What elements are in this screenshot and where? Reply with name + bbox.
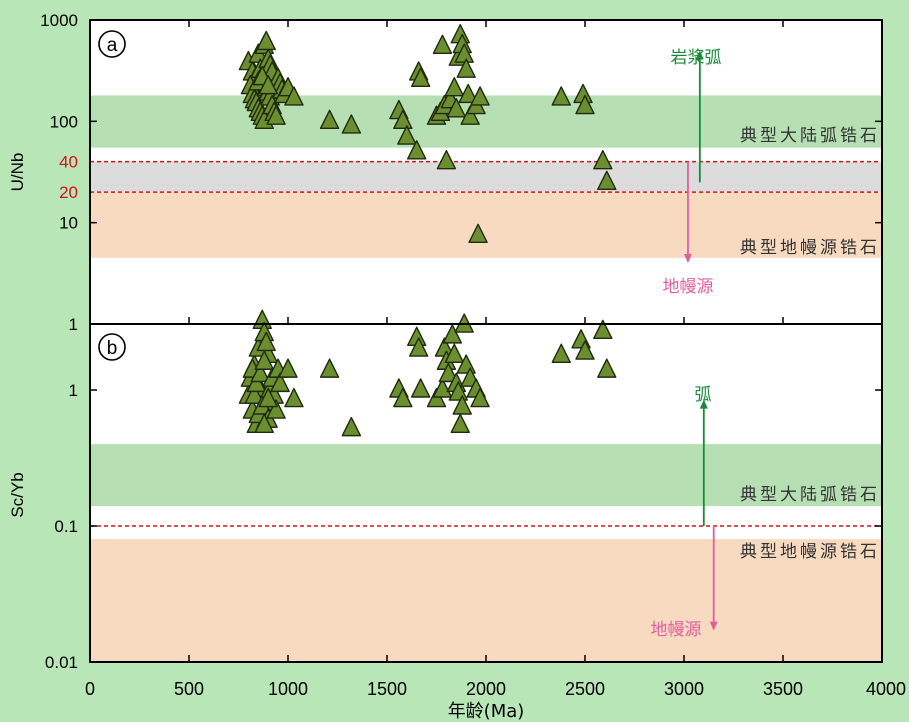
data-point — [244, 384, 265, 404]
data-point — [319, 109, 340, 130]
data-point — [254, 413, 274, 434]
data-point — [319, 358, 340, 378]
data-point — [393, 387, 413, 408]
y-tick-label: 1 — [69, 381, 78, 400]
data-point — [448, 381, 468, 401]
ref-line-label: 20 — [59, 183, 78, 202]
annotation-mantle-zircon: 典型地幔源锆石 — [740, 542, 880, 562]
data-point — [468, 223, 488, 244]
data-point — [284, 86, 304, 106]
x-tick-label: 3000 — [664, 679, 704, 699]
data-point — [458, 83, 478, 104]
annotation-mantle-source: 地幔源 — [651, 620, 702, 640]
data-point — [551, 86, 571, 106]
x-tick-label: 0 — [85, 679, 95, 699]
y-tick-label: 1 — [69, 315, 78, 334]
data-point — [397, 125, 417, 145]
data-point — [258, 387, 278, 408]
annotation-arc: 弧 — [695, 385, 712, 405]
data-point — [256, 30, 276, 51]
data-point — [270, 372, 290, 393]
data-point — [551, 343, 571, 363]
band-2 — [90, 161, 882, 193]
data-point — [452, 395, 472, 415]
data-point — [444, 76, 465, 97]
y-tick-label: 1000 — [40, 11, 78, 30]
annotation-mantle-zircon: 典型地幔源锆石 — [740, 238, 880, 258]
data-point — [575, 340, 595, 360]
x-tick-label: 1500 — [367, 679, 407, 699]
ref-line-label: 40 — [59, 153, 78, 172]
data-point — [393, 109, 413, 130]
data-point — [266, 105, 286, 125]
x-tick-label: 3500 — [763, 679, 803, 699]
data-point — [442, 324, 463, 344]
data-point — [597, 358, 617, 378]
x-tick-label: 4000 — [866, 679, 906, 699]
y-axis-title: U/Nb — [8, 153, 27, 192]
data-point — [410, 67, 431, 87]
data-point — [436, 149, 457, 170]
annotation-mantle-source: 地幔源 — [663, 277, 714, 297]
x-tick-label: 1000 — [268, 679, 308, 699]
data-point — [470, 86, 490, 106]
data-point — [341, 114, 362, 134]
data-point — [284, 387, 304, 408]
data-point — [410, 378, 431, 398]
data-point — [470, 387, 490, 408]
data-point — [597, 170, 617, 191]
data-point — [254, 350, 274, 370]
data-point — [593, 149, 613, 170]
panel-label-circle — [98, 30, 126, 58]
band-1 — [90, 444, 882, 507]
panel-label: a — [107, 35, 118, 56]
data-point — [407, 140, 427, 160]
x-axis-title: 年龄(Ma) — [448, 701, 525, 722]
data-point — [256, 331, 276, 352]
x-tick-label: 2000 — [466, 679, 506, 699]
arrow-head-1 — [695, 50, 704, 60]
annotation-magmatic-arc: 岩浆弧 — [671, 48, 722, 68]
data-point — [432, 378, 453, 398]
y-tick-label: 100 — [50, 112, 78, 131]
panel-label-circle — [98, 333, 126, 361]
data-point — [432, 34, 453, 55]
x-axis: 0 500 1000 1500 2000 2500 3000 3500 4000 年龄(Ma) — [85, 20, 906, 722]
arrow-head-1 — [699, 399, 708, 409]
arrow-head-2 — [683, 253, 692, 263]
data-point — [438, 362, 459, 383]
data-point — [341, 416, 362, 437]
plot-frame — [89, 19, 883, 663]
band-2 — [90, 539, 882, 662]
annotation-continental-arc: 典型大陆弧锆石 — [740, 126, 880, 146]
y-axis-title: Sc/Yb — [8, 472, 27, 517]
annotation-continental-arc: 典型大陆弧锆石 — [740, 485, 880, 505]
band-3 — [90, 192, 882, 258]
data-point — [460, 105, 480, 125]
y-tick-label: 0.01 — [45, 653, 78, 672]
data-point — [456, 58, 476, 78]
x-tick-label: 2500 — [565, 679, 605, 699]
data-point — [246, 372, 267, 393]
arrow-head-2 — [709, 621, 718, 631]
data-point — [278, 358, 298, 378]
data-point — [575, 94, 595, 115]
data-point — [450, 413, 470, 434]
data-point — [593, 319, 613, 340]
y-tick-label: 0.1 — [54, 517, 78, 536]
data-point — [446, 98, 466, 118]
data-point — [444, 343, 465, 363]
panel-label: b — [107, 338, 118, 359]
data-point — [258, 74, 278, 95]
data-point — [408, 337, 429, 357]
data-point — [266, 399, 286, 419]
y-tick-label: 10 — [59, 214, 78, 233]
x-tick-label: 500 — [174, 679, 204, 699]
data-point — [250, 362, 270, 383]
